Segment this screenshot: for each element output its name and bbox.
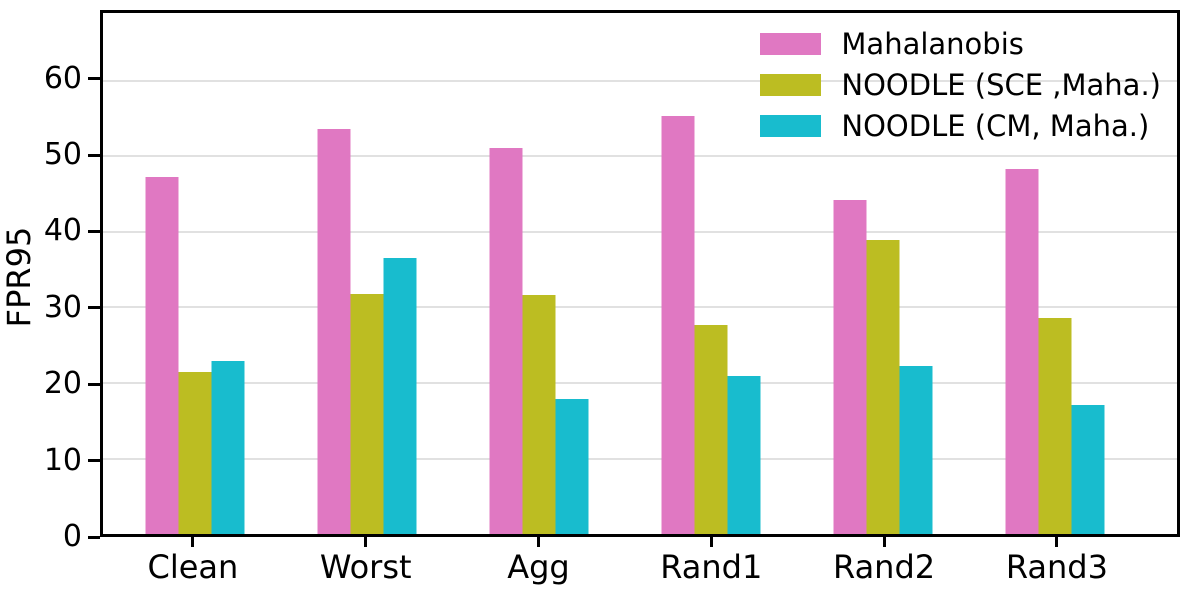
bar-agg-noodle-cm-maha [555, 398, 589, 534]
y-tick-label-10: 10 [43, 442, 82, 478]
bar-rand2-noodle-sce-maha [866, 240, 900, 534]
y-axis-label: FPR95 [0, 226, 38, 328]
x-tick-label-agg: Agg [507, 548, 570, 586]
legend: Mahalanobis NOODLE (SCE ,Maha.) NOODLE (CM… [760, 27, 1161, 143]
x-tick-label-clean: Clean [147, 548, 239, 586]
x-tick-label-rand2: Rand2 [833, 548, 936, 586]
y-tick-mark-20 [88, 382, 100, 386]
bar-rand2-mahalanobis [833, 199, 867, 534]
y-tick-mark-40 [88, 229, 100, 233]
gridline-60 [103, 79, 1177, 82]
bar-clean-mahalanobis [145, 176, 179, 534]
bar-group-rand2 [833, 13, 933, 534]
bar-agg-noodle-sce-maha [522, 295, 556, 534]
plot-area: Mahalanobis NOODLE (SCE ,Maha.) NOODLE (CM… [100, 10, 1180, 537]
gridline-40 [103, 230, 1177, 233]
x-tick-mark-agg [536, 537, 540, 547]
gridline-50 [103, 155, 1177, 158]
bar-group-rand1 [661, 13, 761, 534]
x-tick-label-worst: Worst [319, 548, 412, 586]
gridline-20 [103, 382, 1177, 384]
legend-label: NOODLE (CM, Maha.) [841, 109, 1150, 143]
legend-swatch-icon [760, 74, 822, 96]
y-tick-mark-60 [88, 77, 100, 81]
bar-clean-noodle-sce-maha [178, 371, 212, 534]
bar-worst-noodle-cm-maha [383, 258, 417, 534]
y-tick-label-20: 20 [43, 366, 82, 402]
bar-group-worst [317, 13, 417, 534]
x-tick-mark-clean [191, 537, 195, 547]
bar-clean-noodle-cm-maha [211, 361, 245, 534]
bar-group-agg [489, 13, 589, 534]
legend-swatch-icon [760, 115, 822, 137]
gridline-10 [103, 457, 1177, 460]
legend-row: NOODLE (CM, Maha.) [760, 109, 1161, 143]
y-tick-mark-0 [88, 535, 100, 539]
bar-group-clean [145, 13, 245, 534]
bar-rand3-noodle-sce-maha [1038, 318, 1072, 534]
legend-label: NOODLE (SCE ,Maha.) [841, 68, 1161, 102]
y-tick-label-40: 40 [43, 213, 82, 249]
bar-rand1-noodle-cm-maha [727, 376, 761, 534]
y-tick-label-50: 50 [43, 137, 82, 173]
y-tick-label-0: 0 [62, 519, 82, 554]
x-tick-mark-rand1 [709, 537, 713, 547]
x-tick-label-rand1: Rand1 [660, 548, 763, 586]
x-tick-mark-rand3 [1055, 537, 1059, 547]
bar-rand1-noodle-sce-maha [694, 324, 728, 534]
bar-agg-mahalanobis [489, 148, 523, 534]
x-tick-mark-rand2 [882, 537, 886, 547]
x-tick-label-rand3: Rand3 [1005, 548, 1108, 586]
y-tick-mark-10 [88, 459, 100, 463]
legend-swatch-icon [760, 33, 822, 55]
y-tick-mark-50 [88, 153, 100, 157]
y-tick-label-30: 30 [43, 289, 82, 325]
bar-rand3-mahalanobis [1005, 168, 1039, 534]
y-tick-mark-30 [88, 306, 100, 310]
bar-rand1-mahalanobis [661, 116, 695, 534]
x-tick-mark-worst [364, 537, 368, 547]
gridline-30 [103, 306, 1177, 309]
legend-label: Mahalanobis [841, 27, 1024, 61]
bar-worst-noodle-sce-maha [350, 293, 384, 534]
bar-group-rand3 [1005, 13, 1105, 534]
y-tick-label-60: 60 [43, 60, 82, 96]
legend-row: NOODLE (SCE ,Maha.) [760, 68, 1161, 102]
legend-row: Mahalanobis [760, 27, 1161, 61]
bar-rand2-noodle-cm-maha [899, 366, 933, 534]
bar-rand3-noodle-cm-maha [1071, 404, 1105, 534]
bar-worst-mahalanobis [317, 128, 351, 534]
